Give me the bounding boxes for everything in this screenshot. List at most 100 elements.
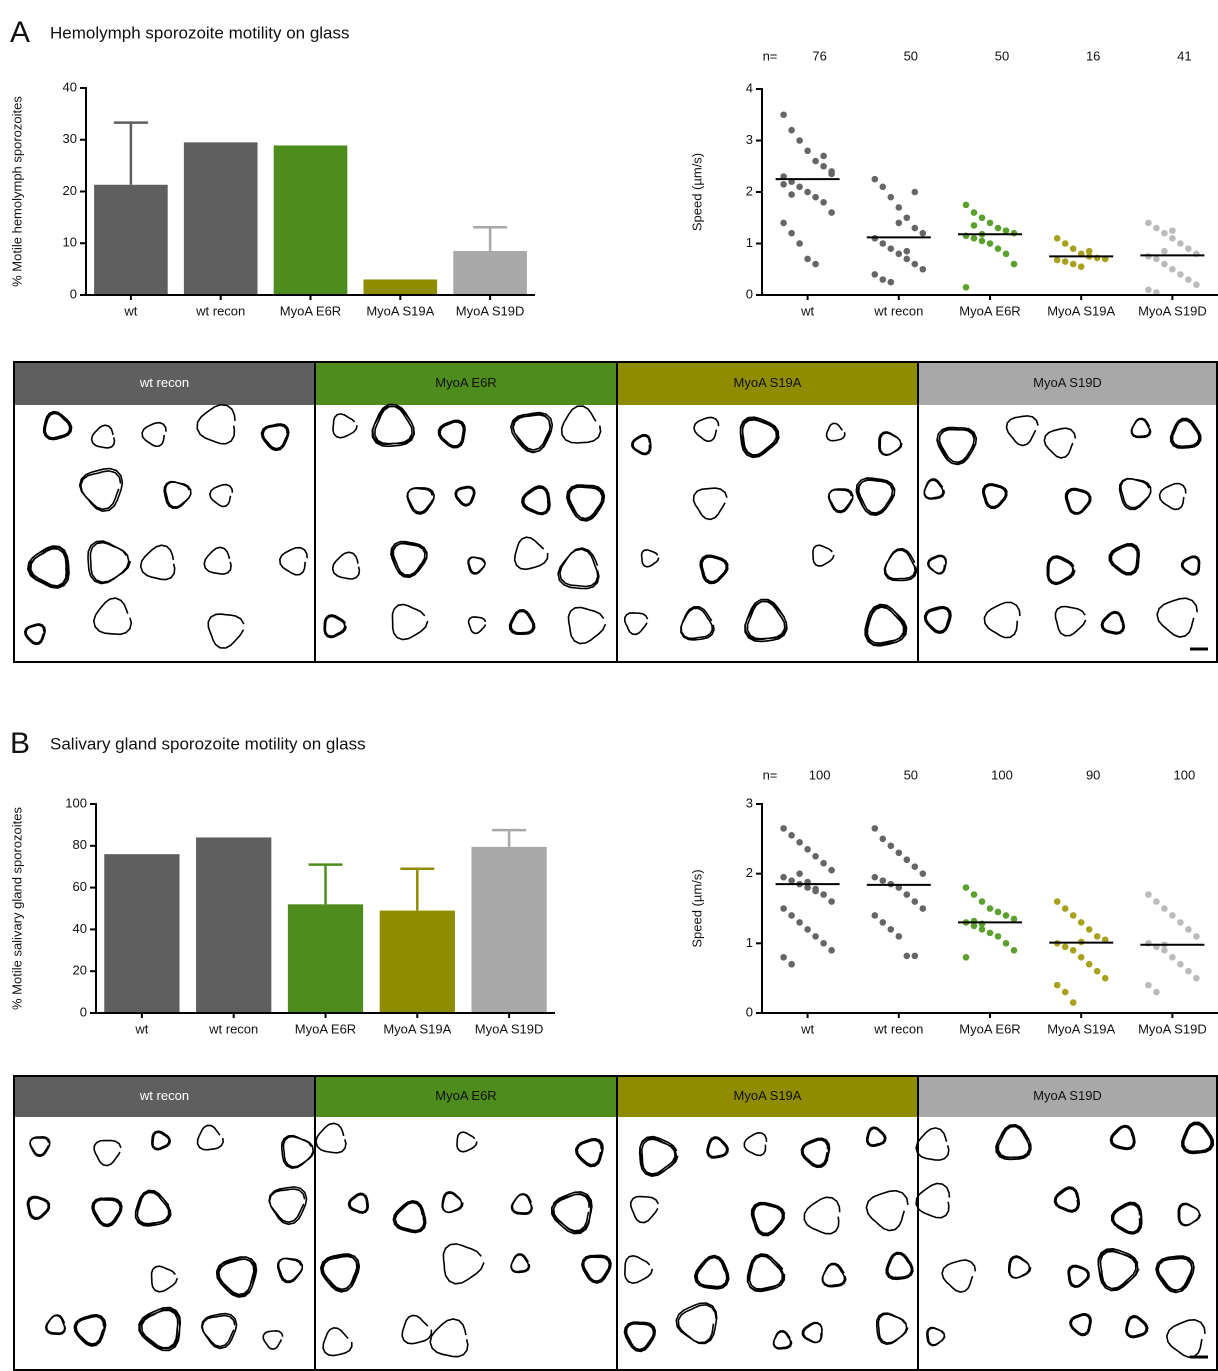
dot — [1145, 253, 1152, 260]
dot — [880, 276, 887, 283]
sporozoite-track — [866, 1191, 908, 1231]
n-label: n= — [763, 767, 778, 782]
bar — [274, 145, 348, 295]
y-tick-label: 1 — [746, 235, 753, 250]
dot — [1185, 276, 1192, 283]
bar — [184, 142, 258, 295]
dot — [796, 839, 803, 846]
x-tick-label: wt recon — [873, 303, 923, 318]
sporozoite-track — [1055, 1187, 1080, 1212]
x-tick-label: wt — [134, 1021, 148, 1036]
dot — [828, 898, 835, 905]
sporozoite-track — [510, 610, 535, 634]
dot — [896, 220, 903, 227]
x-tick-label: MyoA S19A — [366, 303, 434, 318]
sporozoite-track — [393, 605, 428, 640]
y-axis-label: Speed (µm/s) — [689, 153, 704, 231]
y-tick-label: 0 — [70, 286, 77, 301]
sporozoite-track — [512, 1194, 533, 1214]
y-tick-label: 10 — [63, 235, 77, 250]
dot — [1161, 905, 1168, 912]
sporozoite-track — [28, 1197, 50, 1220]
dot — [780, 874, 787, 881]
sporozoite-track — [676, 1303, 716, 1343]
dot — [912, 189, 919, 196]
y-tick-label: 80 — [73, 837, 87, 852]
x-tick-label: MyoA E6R — [280, 303, 341, 318]
dot — [828, 947, 835, 954]
sporozoite-track — [94, 1141, 121, 1166]
y-tick-label: 4 — [746, 80, 753, 95]
sporozoite-track — [552, 1192, 592, 1234]
sporozoite-track — [625, 1322, 656, 1351]
sporozoite-track — [983, 484, 1007, 508]
dot — [1169, 235, 1176, 242]
dot — [1153, 256, 1160, 263]
sporozoite-track — [867, 1127, 886, 1146]
sporozoite-track — [280, 548, 307, 575]
dot — [796, 919, 803, 926]
y-tick-label: 40 — [73, 921, 87, 936]
n-value: 50 — [904, 767, 918, 782]
dot — [979, 238, 986, 245]
sporozoite-track — [1055, 607, 1085, 636]
sporozoite-track — [822, 1264, 845, 1287]
sporozoite-track — [204, 547, 231, 574]
dot — [872, 825, 879, 832]
sporozoite-track — [522, 486, 550, 515]
bar — [288, 904, 363, 1013]
figure: AHemolymph sporozoite motility on glassw… — [0, 0, 1218, 1371]
dot — [796, 184, 803, 191]
sporozoite-track — [707, 1137, 728, 1158]
dot — [963, 884, 970, 891]
x-tick-label: wt recon — [873, 1021, 923, 1036]
dot — [888, 843, 895, 850]
dot — [812, 886, 819, 893]
sporozoite-track — [1171, 419, 1201, 449]
sporozoite-track — [567, 485, 605, 521]
sporozoite-track — [439, 420, 466, 447]
dot — [780, 111, 787, 118]
sporozoite-track — [681, 607, 714, 640]
dot — [1094, 968, 1101, 975]
track-header-label: MyoA S19D — [1033, 1088, 1102, 1103]
sporozoite-track — [631, 1197, 659, 1223]
dot — [920, 870, 927, 877]
dot — [1153, 225, 1160, 232]
y-axis-label: Speed (µm/s) — [689, 869, 704, 947]
x-tick-label: wt — [800, 1021, 814, 1036]
sporozoite-track — [1120, 479, 1151, 510]
sporozoite-track — [1070, 1314, 1091, 1336]
sporozoite-track — [210, 485, 233, 507]
sporozoite-track — [208, 614, 244, 648]
n-value: 41 — [1177, 48, 1191, 63]
dot — [1193, 281, 1200, 288]
sporozoite-track — [916, 1128, 949, 1160]
sporozoite-track — [1098, 1249, 1139, 1291]
track-panel — [918, 1076, 1217, 1370]
track-header-label: MyoA S19A — [734, 1088, 802, 1103]
sporozoite-track — [804, 1197, 839, 1233]
n-value: 100 — [991, 767, 1013, 782]
dot — [1078, 919, 1085, 926]
sporozoite-track — [774, 1331, 792, 1349]
x-tick-label: wt — [123, 303, 137, 318]
dot — [780, 220, 787, 227]
y-tick-label: 100 — [65, 795, 87, 810]
dot — [872, 874, 879, 881]
sporozoite-track — [142, 423, 166, 447]
sporozoite-track — [569, 607, 606, 643]
dot — [904, 256, 911, 263]
n-value: 16 — [1086, 48, 1100, 63]
panel-title: Salivary gland sporozoite motility on gl… — [50, 734, 366, 753]
x-tick-label: MyoA S19A — [1047, 1021, 1115, 1036]
sporozoite-track — [393, 1201, 425, 1233]
x-tick-label: wt recon — [208, 1021, 258, 1036]
sporozoite-track — [924, 479, 944, 499]
x-tick-label: MyoA S19A — [383, 1021, 451, 1036]
sporozoite-track — [269, 1187, 307, 1224]
dot — [1086, 961, 1093, 968]
sporozoite-track — [198, 1125, 224, 1149]
dot — [788, 191, 795, 198]
dot — [904, 891, 911, 898]
